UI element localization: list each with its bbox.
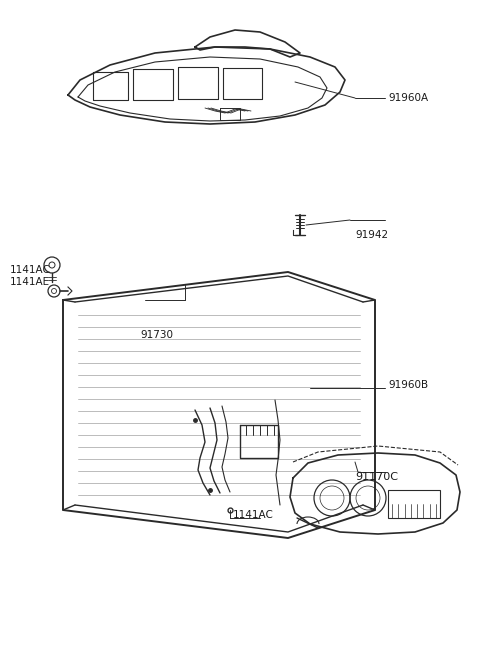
Text: 1141AC: 1141AC	[10, 265, 51, 275]
Text: 1141AE: 1141AE	[10, 277, 50, 287]
Text: 1141AC: 1141AC	[233, 510, 274, 520]
Text: 91942: 91942	[355, 230, 388, 240]
Text: 91730: 91730	[140, 330, 173, 340]
Bar	[388, 490, 440, 518]
Text: 91960B: 91960B	[388, 380, 428, 390]
Text: 91170C: 91170C	[355, 472, 398, 482]
Text: 91960A: 91960A	[388, 93, 428, 103]
